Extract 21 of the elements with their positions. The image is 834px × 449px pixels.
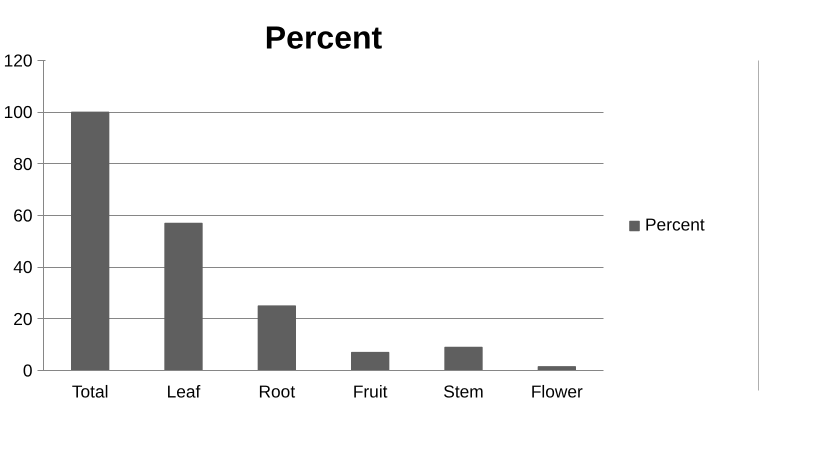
x-tick-label: Stem bbox=[443, 382, 484, 402]
y-tick-label: 120 bbox=[4, 50, 33, 70]
y-tick-label: 20 bbox=[13, 308, 33, 329]
y-tick-label: 100 bbox=[4, 102, 33, 122]
x-tick-label: Root bbox=[258, 382, 296, 402]
y-tick-label: 80 bbox=[13, 154, 33, 174]
bar bbox=[538, 366, 576, 370]
chart-title: Percent bbox=[264, 20, 383, 56]
y-tick-label: 0 bbox=[22, 360, 33, 380]
x-tick-label: Leaf bbox=[166, 382, 201, 402]
bar bbox=[351, 352, 390, 370]
bar bbox=[444, 346, 483, 370]
legend-label: Percent bbox=[645, 214, 705, 236]
x-tick-label: Flower bbox=[530, 382, 584, 402]
y-tick-label: 40 bbox=[13, 257, 33, 278]
bar bbox=[164, 222, 203, 370]
y-tick-label: 60 bbox=[13, 206, 33, 226]
x-tick-label: Total bbox=[72, 382, 108, 402]
bar bbox=[71, 112, 110, 370]
bar bbox=[258, 305, 296, 370]
x-tick-label: Fruit bbox=[352, 382, 388, 402]
